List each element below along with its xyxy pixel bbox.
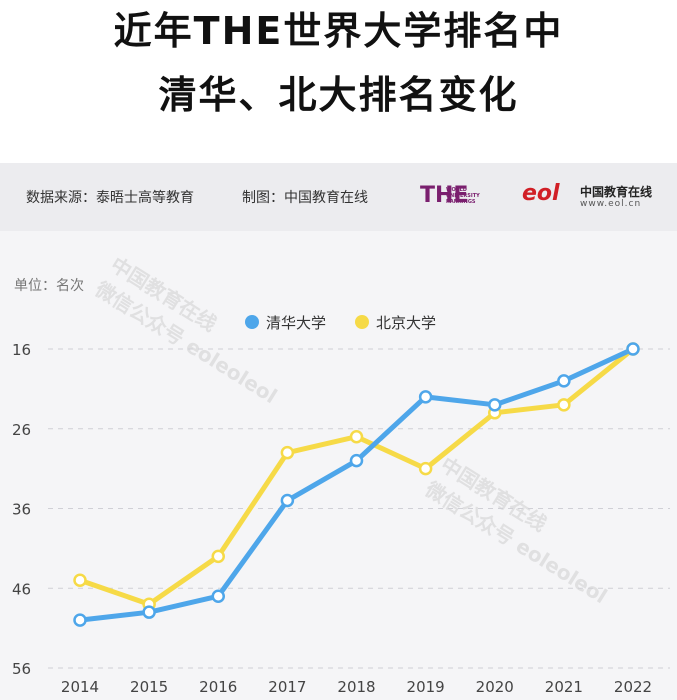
- the-rankings-logo: THE WORLD UNIVERSITY RANKINGS: [420, 183, 490, 211]
- x-tick-label: 2018: [337, 678, 375, 696]
- data-point: [73, 573, 87, 588]
- data-point: [626, 342, 640, 356]
- y-tick-label: 36: [12, 501, 31, 519]
- y-tick-label: 46: [12, 580, 31, 598]
- y-tick-label: 56: [12, 660, 31, 678]
- series-line: [77, 346, 636, 623]
- y-tick-label: 26: [12, 421, 31, 439]
- data-point: [280, 493, 295, 508]
- data-point: [211, 589, 225, 603]
- x-tick-label: 2019: [407, 678, 445, 696]
- legend-label: 北京大学: [376, 314, 436, 332]
- data-point: [418, 390, 433, 404]
- data-point: [73, 613, 87, 627]
- data-point: [488, 398, 502, 412]
- x-tick-label: 2014: [61, 678, 99, 696]
- data-point: [349, 429, 364, 444]
- title-line-2: 清华、北大排名变化: [158, 73, 519, 117]
- eol-mark: eol: [522, 181, 560, 206]
- source-bar: 数据来源：泰晤士高等教育 制图：中国教育在线 THE WORLD UNIVERS…: [0, 163, 677, 231]
- chart-maker: 制图：中国教育在线: [242, 190, 368, 206]
- data-point: [349, 453, 364, 468]
- x-tick-label: 2021: [545, 678, 583, 696]
- the-logo-text: THE: [420, 183, 469, 208]
- chart-panel: 数据来源：泰晤士高等教育 制图：中国教育在线 THE WORLD UNIVERS…: [0, 163, 677, 700]
- x-tick-label: 2022: [614, 678, 652, 696]
- data-point: [280, 445, 295, 460]
- legend-marker: [355, 315, 369, 329]
- data-point: [557, 398, 571, 412]
- data-source: 数据来源：泰晤士高等教育: [26, 190, 194, 206]
- x-tick-label: 2020: [476, 678, 514, 696]
- the-logo-small: WORLD UNIVERSITY RANKINGS: [446, 187, 480, 205]
- data-point: [418, 461, 433, 476]
- unit-label: 单位：名次: [14, 278, 84, 294]
- eol-logo: eol 中国教育在线 www.eol.cn: [522, 181, 662, 217]
- y-tick-label: 16: [12, 341, 31, 359]
- x-tick-label: 2017: [268, 678, 306, 696]
- data-point: [142, 605, 156, 619]
- legend-label: 清华大学: [266, 314, 326, 332]
- eol-name: 中国教育在线: [580, 185, 653, 199]
- title-line-1: 近年THE世界大学排名中: [113, 9, 564, 53]
- data-point: [211, 549, 225, 564]
- eol-url: www.eol.cn: [580, 199, 642, 209]
- legend-marker: [245, 315, 259, 329]
- x-tick-label: 2016: [199, 678, 237, 696]
- x-tick-label: 2015: [130, 678, 168, 696]
- data-point: [557, 374, 571, 388]
